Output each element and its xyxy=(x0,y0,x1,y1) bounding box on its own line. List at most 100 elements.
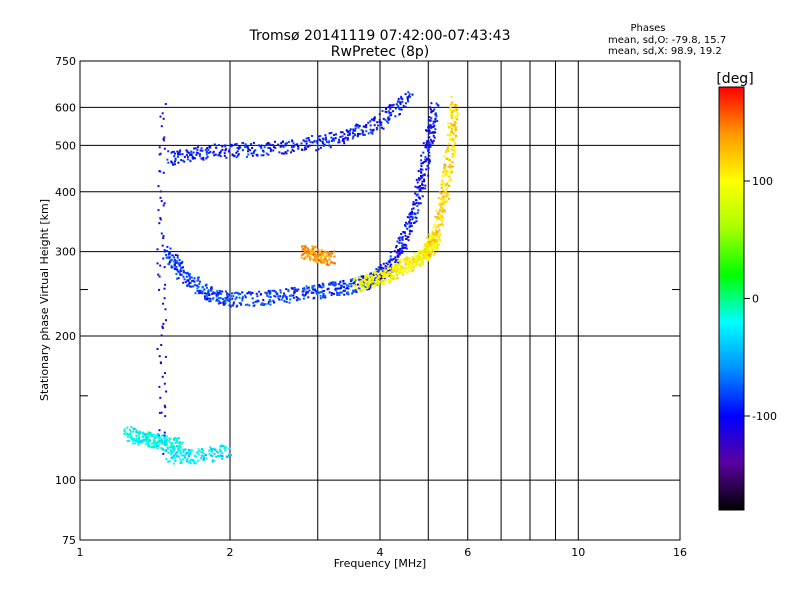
data-point xyxy=(219,455,222,458)
phase-stats-x: mean, sd,X: 98.9, 19.2 xyxy=(608,46,722,57)
data-point xyxy=(220,444,223,447)
data-point xyxy=(207,290,210,293)
data-point xyxy=(406,256,408,259)
data-point xyxy=(163,202,166,205)
data-point xyxy=(343,293,346,296)
data-point xyxy=(401,100,404,103)
data-point xyxy=(302,245,305,247)
data-point xyxy=(314,253,317,256)
data-point xyxy=(322,296,325,299)
data-point xyxy=(398,239,401,242)
data-point xyxy=(422,253,425,256)
data-point xyxy=(371,280,374,282)
data-point xyxy=(157,443,160,446)
data-point xyxy=(170,456,173,459)
data-point xyxy=(182,269,185,272)
data-point xyxy=(365,286,368,288)
data-point xyxy=(156,435,159,438)
data-point xyxy=(214,153,217,156)
data-point xyxy=(395,270,397,272)
data-point xyxy=(322,292,325,295)
data-point xyxy=(431,142,434,145)
data-point xyxy=(138,437,140,440)
data-point xyxy=(312,252,315,255)
data-point xyxy=(151,434,154,437)
data-point xyxy=(159,170,162,173)
data-point xyxy=(128,429,131,431)
data-point xyxy=(327,264,330,267)
data-point xyxy=(431,230,434,233)
data-point xyxy=(159,439,161,442)
data-point xyxy=(429,138,432,141)
x-tick-labels: 1 2 4 6 10 16 xyxy=(77,546,688,559)
data-point xyxy=(189,460,192,462)
data-point xyxy=(285,288,288,291)
data-point xyxy=(395,277,398,280)
data-point xyxy=(356,135,359,138)
data-point xyxy=(425,143,428,146)
data-point xyxy=(437,243,440,246)
data-point xyxy=(334,288,337,291)
data-point xyxy=(396,273,399,276)
data-point xyxy=(216,294,219,297)
data-point xyxy=(408,213,411,216)
data-point xyxy=(309,252,312,255)
data-point xyxy=(207,149,210,152)
data-point xyxy=(153,433,156,436)
data-point xyxy=(127,440,130,442)
data-point xyxy=(157,185,160,188)
data-point xyxy=(228,293,231,296)
data-point xyxy=(333,250,336,253)
data-point xyxy=(200,457,203,460)
data-point xyxy=(224,299,227,302)
data-point xyxy=(178,449,181,452)
data-point xyxy=(314,257,317,260)
data-point xyxy=(187,284,190,287)
data-point xyxy=(201,149,204,152)
data-point xyxy=(186,460,188,463)
data-point xyxy=(425,254,427,257)
data-point xyxy=(376,278,379,281)
data-point xyxy=(156,441,159,444)
data-point xyxy=(420,159,423,162)
data-point xyxy=(420,165,423,168)
data-point xyxy=(256,300,259,303)
data-point xyxy=(307,145,309,148)
data-point xyxy=(342,138,345,141)
data-point xyxy=(172,462,175,465)
data-point xyxy=(204,295,206,298)
data-point xyxy=(380,277,383,280)
data-point xyxy=(324,134,327,137)
data-point xyxy=(380,279,383,282)
data-point xyxy=(267,290,270,292)
data-point xyxy=(316,260,319,263)
data-point xyxy=(302,139,305,142)
data-point xyxy=(378,118,381,121)
data-point xyxy=(306,252,309,255)
data-point xyxy=(394,261,397,264)
data-point xyxy=(432,244,435,247)
data-point xyxy=(377,124,379,127)
data-point xyxy=(178,441,181,444)
data-point xyxy=(422,254,425,257)
data-point xyxy=(134,439,137,442)
data-point xyxy=(329,262,332,265)
data-point xyxy=(161,327,164,329)
data-point xyxy=(420,171,423,174)
data-point xyxy=(441,189,444,192)
data-point xyxy=(187,461,190,464)
data-point xyxy=(296,143,299,146)
data-point xyxy=(135,429,138,432)
data-point xyxy=(389,275,392,278)
data-point xyxy=(436,217,439,220)
data-point xyxy=(273,289,276,292)
data-point xyxy=(282,295,285,297)
data-point xyxy=(428,255,431,258)
data-point xyxy=(438,191,441,194)
data-point xyxy=(209,145,212,148)
data-point xyxy=(411,211,413,214)
data-point xyxy=(321,140,324,143)
data-point xyxy=(307,254,310,257)
data-point xyxy=(409,211,412,214)
data-point xyxy=(267,300,270,303)
